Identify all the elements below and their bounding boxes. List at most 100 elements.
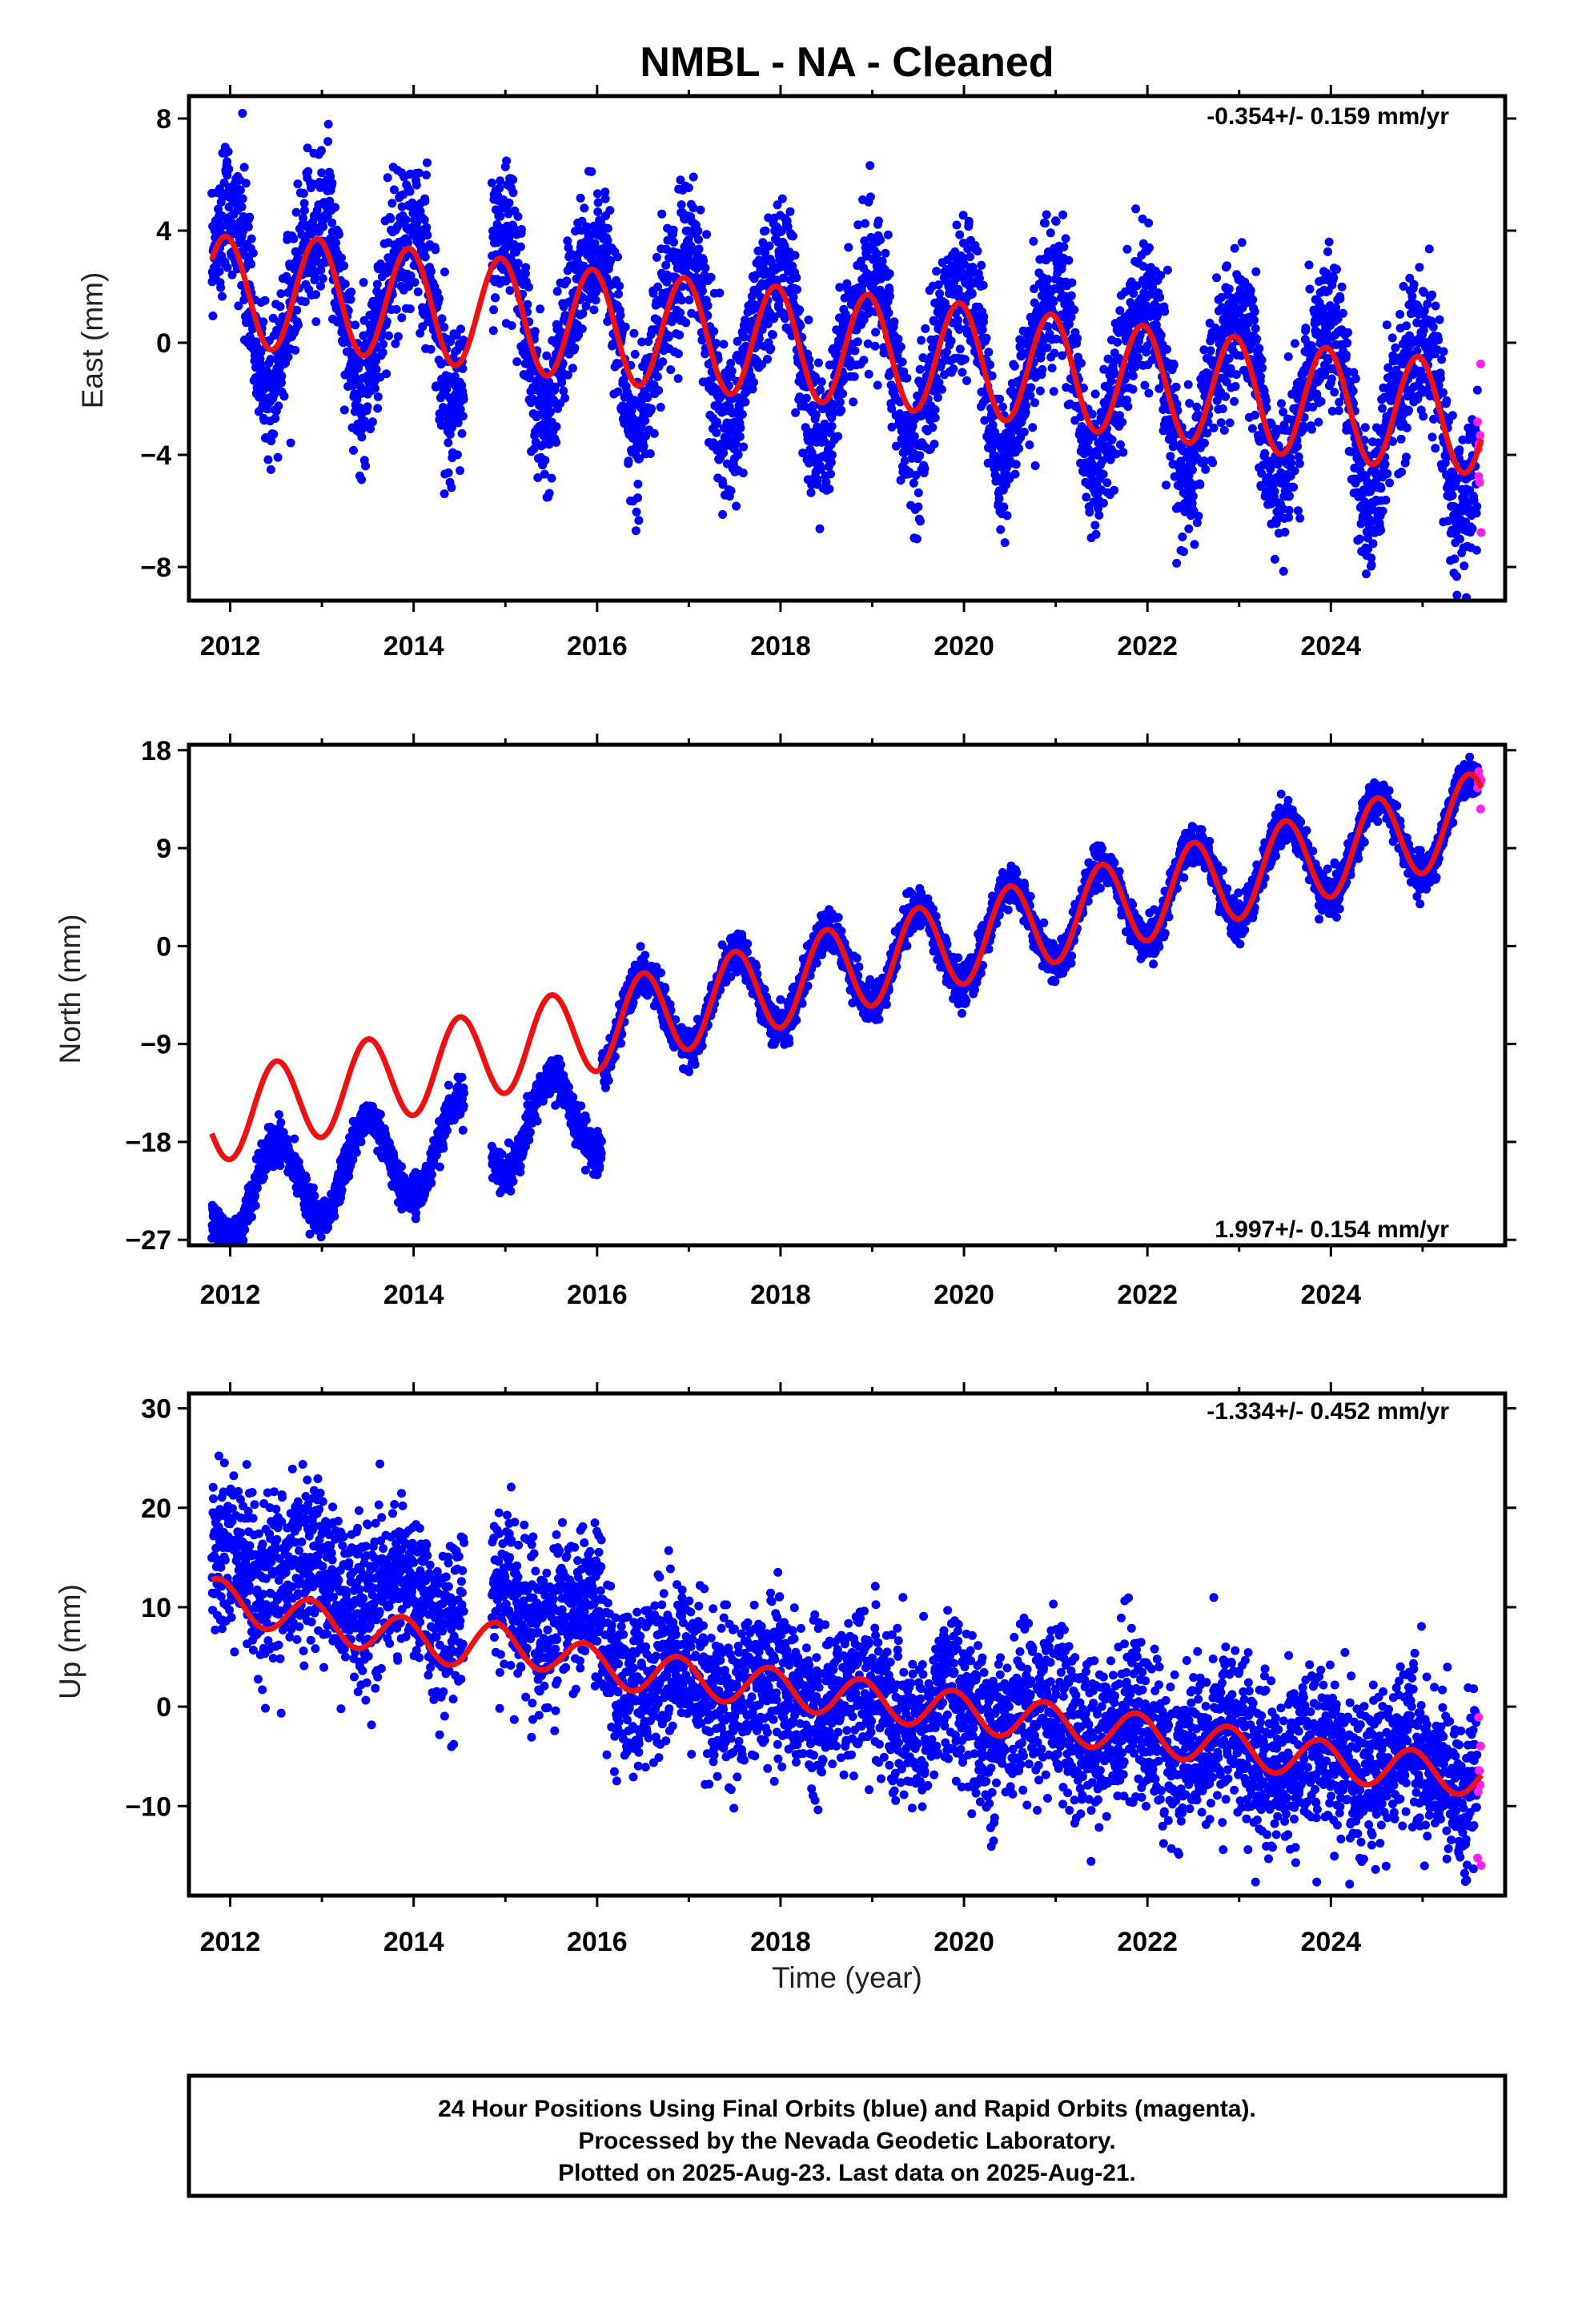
east-final-orbit-point xyxy=(496,176,505,186)
east-final-orbit-point xyxy=(602,274,612,283)
east-final-orbit-point xyxy=(962,376,971,385)
east-final-orbit-point xyxy=(844,243,853,252)
east-final-orbit-point xyxy=(1385,478,1395,488)
east-final-orbit-point xyxy=(1248,295,1258,304)
east-final-orbit-point xyxy=(587,167,596,176)
east-final-orbit-point xyxy=(1402,321,1411,331)
east-final-orbit-point xyxy=(915,364,925,374)
east-final-orbit-point xyxy=(228,219,238,228)
east-final-orbit-point xyxy=(1291,339,1299,348)
east-final-orbit-point xyxy=(317,168,327,178)
east-final-orbit-point xyxy=(1010,361,1019,371)
east-final-orbit-point xyxy=(218,292,227,301)
east-final-orbit-point xyxy=(1042,210,1051,219)
east-final-orbit-point xyxy=(591,296,600,305)
east-final-orbit-point xyxy=(996,525,1006,534)
east-final-orbit-point xyxy=(790,251,800,260)
east-final-orbit-point xyxy=(653,282,663,292)
east-final-orbit-point xyxy=(325,196,335,206)
east-final-orbit-point xyxy=(669,237,678,247)
east-final-orbit-point xyxy=(1208,458,1218,468)
east-final-orbit-point xyxy=(658,357,668,367)
east-final-orbit-point xyxy=(1307,424,1316,434)
east-final-orbit-point xyxy=(550,382,560,392)
east-final-orbit-point xyxy=(827,421,837,431)
east-final-orbit-point xyxy=(1183,380,1193,389)
east-final-orbit-point xyxy=(445,429,455,439)
east-final-orbit-point xyxy=(1295,459,1304,468)
east-final-orbit-point xyxy=(891,441,901,451)
east-final-orbit-point xyxy=(649,428,659,438)
east-final-orbit-point xyxy=(1341,350,1351,360)
east-final-orbit-point xyxy=(1250,307,1259,316)
east-final-orbit-point xyxy=(1219,425,1229,435)
east-final-orbit-point xyxy=(1166,452,1175,461)
east-final-orbit-point xyxy=(1447,411,1457,420)
east-final-orbit-point xyxy=(559,386,568,396)
east-final-orbit-point xyxy=(382,317,391,327)
east-final-orbit-point xyxy=(1348,386,1358,396)
east-final-orbit-point xyxy=(420,252,430,262)
east-final-orbit-point xyxy=(277,378,286,388)
east-final-orbit-point xyxy=(577,324,587,334)
east-final-orbit-point xyxy=(496,211,505,221)
east-final-orbit-point xyxy=(789,292,798,302)
east-final-orbit-point xyxy=(1247,424,1257,433)
east-final-orbit-point xyxy=(1401,452,1411,462)
east-final-orbit-point xyxy=(1145,243,1154,252)
east-final-orbit-point xyxy=(293,179,303,189)
east-final-orbit-point xyxy=(893,334,903,344)
east-final-orbit-point xyxy=(444,468,453,477)
east-final-orbit-point xyxy=(629,396,639,405)
east-final-orbit-point xyxy=(489,305,499,315)
east-final-orbit-point xyxy=(1258,364,1267,372)
east-final-orbit-point xyxy=(300,297,310,307)
east-final-orbit-point xyxy=(664,332,673,342)
east-final-orbit-point xyxy=(1250,316,1259,325)
east-final-orbit-point xyxy=(271,414,280,423)
east-final-orbit-point xyxy=(884,308,893,318)
east-final-orbit-point xyxy=(224,164,234,174)
east-final-orbit-point xyxy=(613,387,623,396)
east-final-orbit-point xyxy=(816,385,825,395)
east-final-orbit-point xyxy=(737,410,747,419)
east-final-orbit-point xyxy=(529,444,539,454)
east-final-orbit-point xyxy=(1367,561,1376,569)
east-final-orbit-point xyxy=(1224,354,1234,364)
east-final-orbit-point xyxy=(544,489,554,498)
east-final-orbit-point xyxy=(414,168,424,178)
east-final-orbit-point xyxy=(1014,444,1024,453)
east-final-orbit-point xyxy=(889,317,899,327)
east-final-orbit-point xyxy=(513,259,523,268)
east-final-orbit-point xyxy=(1362,569,1371,579)
east-final-orbit-point xyxy=(1043,275,1053,284)
east-final-orbit-point xyxy=(504,199,514,207)
east-final-orbit-point xyxy=(1030,298,1039,308)
east-final-orbit-point xyxy=(1116,440,1125,449)
east-final-orbit-point xyxy=(521,263,531,272)
east-final-orbit-point xyxy=(634,516,644,525)
east-final-orbit-point xyxy=(656,403,665,412)
east-final-orbit-point xyxy=(397,313,407,323)
east-final-orbit-point xyxy=(795,305,805,315)
east-final-orbit-point xyxy=(749,377,758,387)
east-final-orbit-point xyxy=(928,423,938,432)
east-final-orbit-point xyxy=(883,230,893,239)
east-final-orbit-point xyxy=(739,442,749,452)
east-final-orbit-point xyxy=(815,524,825,533)
east-final-orbit-point xyxy=(909,478,918,488)
east-final-orbit-point xyxy=(1162,344,1171,354)
east-final-orbit-point xyxy=(1077,359,1086,368)
east-final-orbit-point xyxy=(955,344,965,354)
east-final-orbit-point xyxy=(1179,547,1188,557)
east-final-orbit-point xyxy=(696,205,705,215)
east-final-orbit-point xyxy=(562,276,572,286)
east-final-orbit-point xyxy=(552,437,561,447)
east-final-orbit-point xyxy=(334,230,343,239)
east-final-orbit-point xyxy=(1129,372,1138,380)
east-final-orbit-point xyxy=(267,436,276,446)
east-final-orbit-point xyxy=(675,330,685,340)
east-final-orbit-point xyxy=(1221,392,1231,401)
east-final-orbit-point xyxy=(801,393,811,403)
east-final-orbit-point xyxy=(1010,469,1020,479)
